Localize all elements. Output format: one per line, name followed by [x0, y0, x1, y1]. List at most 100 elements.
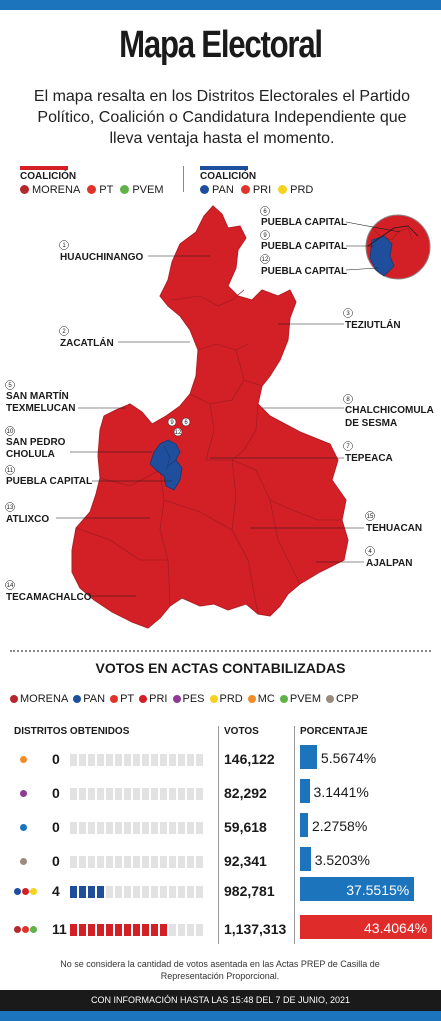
dot-icon — [10, 695, 18, 703]
page-subtitle: El mapa resalta en los Distritos Elector… — [33, 88, 411, 147]
district-box — [178, 788, 185, 800]
district-box — [133, 924, 140, 936]
district-name: PUEBLA CAPITAL — [261, 266, 347, 277]
district-box — [151, 856, 158, 868]
district-box — [70, 856, 77, 868]
district-box — [79, 924, 86, 936]
district-box — [88, 886, 95, 898]
percent-value: 37.5515% — [346, 882, 410, 898]
district-box — [142, 924, 149, 936]
district-box — [151, 886, 158, 898]
district-box — [187, 754, 194, 766]
dot-icon — [20, 756, 27, 763]
district-box — [70, 924, 77, 936]
district-box — [115, 924, 122, 936]
party-legend-item: MORENA — [10, 693, 68, 705]
district-boxes — [70, 754, 203, 766]
dot-icon — [240, 185, 250, 194]
district-box — [196, 754, 203, 766]
inset-blue-area — [369, 235, 395, 277]
svg-text:6: 6 — [184, 420, 188, 426]
party-dots — [20, 790, 28, 797]
districts-header: DISTRITOS OBTENIDOS — [14, 726, 130, 737]
district-name: PUEBLA CAPITAL — [261, 217, 347, 228]
dot-icon — [14, 888, 21, 895]
district-number: 10 — [7, 429, 14, 435]
footnote: No se considera la cantidad de votos ase… — [60, 959, 380, 981]
district-box — [106, 822, 113, 834]
percent-bar — [300, 745, 317, 769]
district-box — [97, 754, 104, 766]
district-box — [160, 924, 167, 936]
percent-value: 5.5674% — [320, 750, 377, 766]
district-count: 4 — [52, 883, 60, 899]
dot-icon — [247, 695, 256, 703]
district-box — [196, 924, 203, 936]
district-box — [160, 856, 167, 868]
district-box — [79, 822, 86, 834]
district-box — [151, 788, 158, 800]
percent-bar — [300, 813, 308, 837]
district-number: 11 — [7, 468, 14, 474]
district-number: 8 — [346, 397, 350, 403]
district-box — [178, 856, 185, 868]
district-number: 9 — [263, 233, 267, 239]
district-box — [133, 856, 140, 868]
district-labels: 1 HUAUCHINANGO 2 ZACATLÁN 3 TEZIUTLÁN 4 … — [5, 206, 434, 603]
district-number: 6 — [263, 209, 267, 215]
column-divider — [294, 726, 295, 944]
district-box — [88, 788, 95, 800]
district-box — [178, 754, 185, 766]
party-legend-item: PVEM — [279, 693, 321, 705]
district-box — [79, 886, 86, 898]
district-box — [169, 788, 176, 800]
district-box — [97, 924, 104, 936]
district-boxes — [70, 822, 203, 834]
district-box — [124, 754, 131, 766]
table-row: 0 92,341 3.5203% — [0, 847, 441, 877]
district-boxes — [70, 886, 203, 898]
district-count: 0 — [52, 819, 60, 835]
district-box — [115, 856, 122, 868]
state-shape — [71, 205, 349, 629]
district-number: 3 — [346, 311, 350, 317]
district-count: 0 — [52, 751, 60, 767]
district-box — [124, 822, 131, 834]
district-box — [160, 788, 167, 800]
percent-value: 3.1441% — [313, 784, 369, 800]
district-box — [115, 788, 122, 800]
dot-icon — [20, 858, 27, 865]
legend-item-pri: PRI — [240, 184, 271, 196]
district-box — [88, 856, 95, 868]
dot-icon — [73, 695, 82, 703]
district-number: 2 — [62, 329, 66, 335]
table-row: 4 982,781 37.5515% — [0, 877, 441, 907]
district-number: 15 — [367, 514, 374, 520]
party-legend-item: PRI — [139, 693, 168, 705]
percent-value: 43.4064% — [364, 920, 428, 936]
top-bar — [0, 0, 441, 10]
district-box — [124, 924, 131, 936]
district-box — [70, 886, 77, 898]
coalition-legend-2: COALICIÓN PAN PRI PRD — [200, 166, 313, 196]
party-dots — [14, 888, 38, 895]
district-name: TEZIUTLÁN — [345, 318, 401, 331]
district-number: 1 — [62, 243, 66, 249]
district-number: 14 — [7, 583, 14, 589]
svg-text:9: 9 — [170, 420, 174, 426]
district-box — [70, 822, 77, 834]
dot-icon — [30, 888, 37, 895]
votes-header: VOTOS — [224, 726, 259, 737]
district-box — [151, 822, 158, 834]
district-box — [97, 788, 104, 800]
district-box — [133, 822, 140, 834]
district-box — [79, 754, 86, 766]
district-name: HUAUCHINANGO — [60, 252, 144, 263]
district-name-2: CHOLULA — [6, 449, 55, 460]
district-count: 0 — [52, 853, 60, 869]
district-box — [70, 754, 77, 766]
vote-count: 82,292 — [224, 785, 267, 801]
party-legend-item: PT — [110, 693, 134, 705]
district-name: SAN PEDRO — [6, 437, 66, 448]
coalition-heading: COALICIÓN — [200, 171, 257, 182]
